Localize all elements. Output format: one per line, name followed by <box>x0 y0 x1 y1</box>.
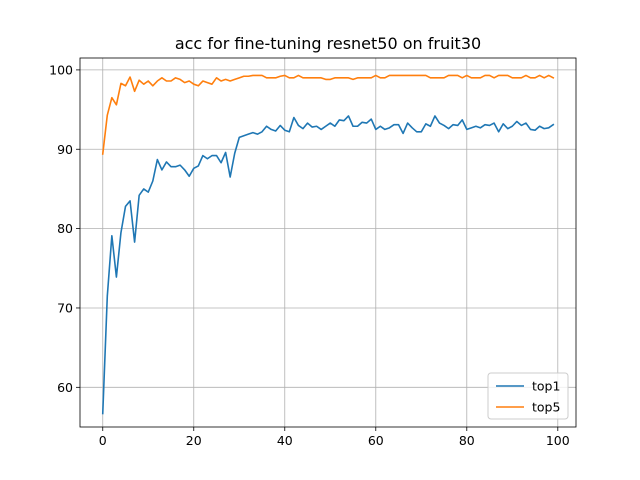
x-tick-label: 40 <box>277 433 293 448</box>
y-tick-label: 90 <box>57 142 73 157</box>
legend-label-top1: top1 <box>532 379 560 394</box>
ticks: 0 20 40 60 80 100 60 70 80 90 100 <box>49 62 570 448</box>
x-tick-label: 60 <box>368 433 384 448</box>
grid <box>80 58 576 427</box>
y-tick-label: 100 <box>49 62 73 77</box>
series-layer <box>101 74 555 415</box>
x-tick-label: 20 <box>186 433 202 448</box>
y-tick-label: 80 <box>57 221 73 236</box>
y-tick-label: 70 <box>57 300 73 315</box>
x-tick-label: 80 <box>459 433 475 448</box>
legend-label-top5: top5 <box>532 400 560 415</box>
legend: top1 top5 <box>487 372 569 420</box>
series-line-top5 <box>101 74 555 155</box>
x-tick-label: 100 <box>546 433 570 448</box>
plot-area-frame <box>79 57 577 428</box>
y-tick-label: 60 <box>57 380 73 395</box>
x-tick-label: 0 <box>99 433 107 448</box>
chart-title: acc for fine-tuning resnet50 on fruit30 <box>175 34 481 53</box>
series-line-top1 <box>101 115 555 415</box>
